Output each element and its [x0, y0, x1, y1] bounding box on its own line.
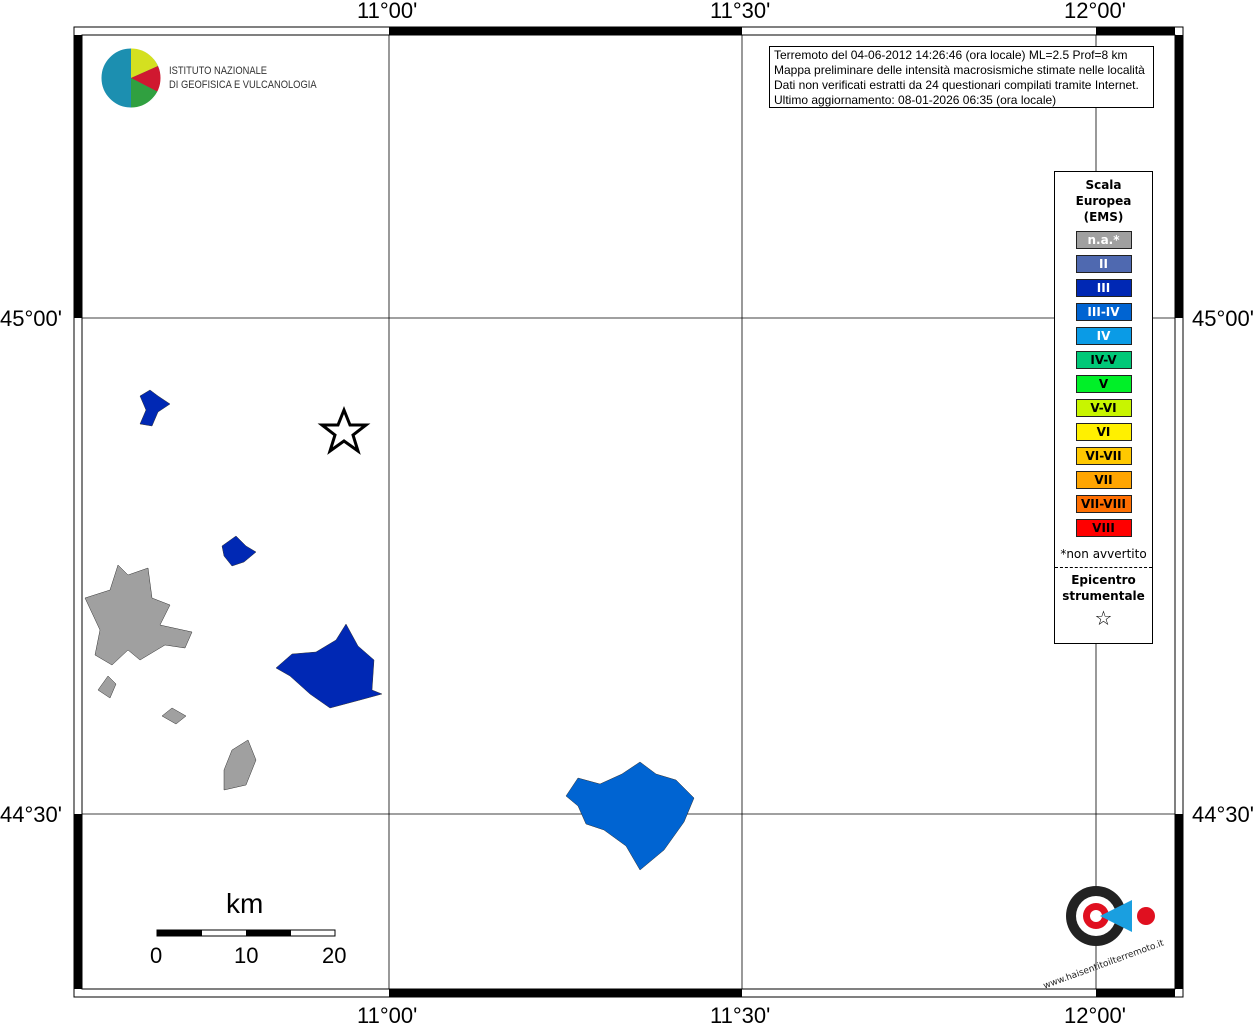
info-line: Dati non verificati estratti da 24 quest… — [774, 78, 1139, 92]
area-iii-iv — [565, 761, 695, 871]
legend-title: Scala Europea (EMS) — [1055, 177, 1152, 225]
legend-swatch: V-VI — [1075, 399, 1132, 417]
legend-swatch: VIII — [1075, 519, 1132, 537]
intensity-legend: Scala Europea (EMS) n.a.* II III III-IV IV IV… — [1054, 171, 1153, 644]
logo-line: ISTITUTO NAZIONALE — [169, 65, 268, 77]
legend-swatch: VII-VIII — [1075, 495, 1132, 513]
event-info-box: Terremoto del 04-06-2012 14:26:46 (ora l… — [769, 46, 1154, 108]
lat-label-right: 45°00' — [1192, 306, 1254, 331]
legend-note: *non avvertito — [1060, 547, 1147, 561]
legend-star-icon: ☆ — [1094, 606, 1113, 630]
legend-swatch: VI-VII — [1075, 447, 1132, 465]
lon-label-top: 11°30' — [710, 0, 771, 23]
legend-title-line: Scala — [1085, 178, 1122, 192]
legend-title-line: (EMS) — [1083, 210, 1124, 224]
lat-label-right: 44°30' — [1192, 802, 1254, 827]
legend-swatch: VI — [1075, 423, 1132, 441]
haisentito-logo-icon — [1066, 886, 1155, 946]
info-line: Mappa preliminare delle intensità macros… — [774, 63, 1145, 77]
scale-label: 10 — [234, 943, 259, 968]
area-iii — [139, 389, 171, 427]
lon-label-bottom: 11°00' — [357, 1003, 418, 1028]
scale-label: 0 — [150, 943, 163, 968]
ingv-logo-text: ISTITUTO NAZIONALE DI GEOFISICA E VULCAN… — [169, 64, 317, 92]
frame-bars — [74, 27, 1183, 997]
lat-label-left: 45°00' — [0, 306, 62, 331]
lon-label-bottom: 11°30' — [710, 1003, 771, 1028]
area-iii — [221, 535, 257, 567]
legend-swatch: n.a.* — [1075, 231, 1132, 249]
info-line: Ultimo aggiornamento: 08-01-2026 06:35 (… — [774, 93, 1057, 107]
area-na — [223, 739, 257, 791]
lon-label-top: 11°00' — [357, 0, 418, 23]
area-na — [84, 564, 193, 666]
ingv-logo-icon — [100, 47, 162, 109]
area-na — [161, 707, 187, 725]
epicenter-label: Epicentro — [1071, 573, 1136, 587]
logo-line: DI GEOFISICA E VULCANOLOGIA — [169, 79, 317, 91]
scale-label: 20 — [322, 943, 347, 968]
lon-label-bottom: 12°00' — [1064, 1003, 1126, 1028]
legend-divider — [1055, 567, 1152, 568]
legend-swatch: IV — [1075, 327, 1132, 345]
legend-title-line: Europea — [1075, 194, 1132, 208]
legend-swatch: VII — [1075, 471, 1132, 489]
lon-label-top: 12°00' — [1064, 0, 1126, 23]
area-na — [97, 675, 117, 699]
legend-swatch: V — [1075, 375, 1132, 393]
legend-swatch: IV-V — [1075, 351, 1132, 369]
legend-swatch: II — [1075, 255, 1132, 273]
area-iii — [275, 623, 383, 709]
legend-swatch: III-IV — [1075, 303, 1132, 321]
scale-bar — [156, 929, 336, 937]
intensity-areas — [84, 389, 695, 871]
lat-label-left: 44°30' — [0, 802, 62, 827]
epicenter-label: strumentale — [1062, 589, 1145, 603]
scale-unit: km — [226, 888, 264, 919]
legend-swatch: III — [1075, 279, 1132, 297]
info-line: Terremoto del 04-06-2012 14:26:46 (ora l… — [774, 48, 1128, 62]
epicenter-star-icon — [317, 405, 371, 455]
